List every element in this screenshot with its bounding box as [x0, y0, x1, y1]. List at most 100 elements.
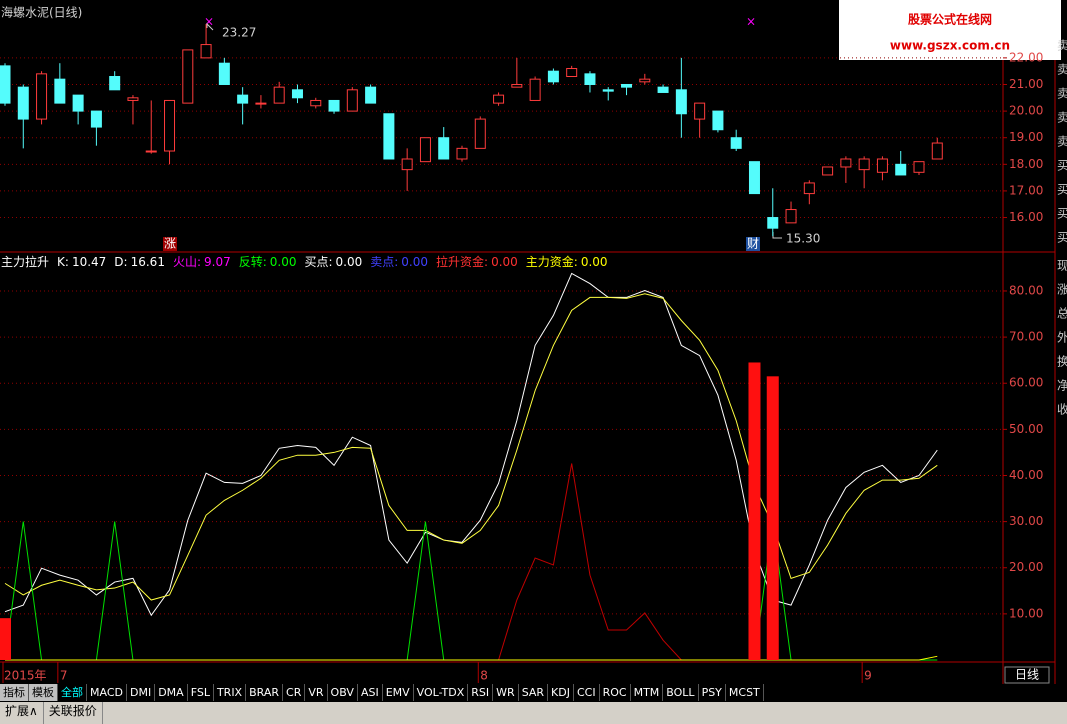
tab[interactable]: VR — [305, 684, 328, 701]
side-panel-char: 现 — [1057, 259, 1067, 273]
legend-name: 主力资金: — [526, 254, 578, 269]
tab[interactable]: DMI — [126, 684, 156, 701]
bar — [766, 376, 779, 660]
footer-button[interactable]: 关联报价 — [44, 702, 103, 724]
candle-body — [639, 78, 651, 83]
candle-body — [438, 137, 450, 160]
watermark-title: 股票公式在线网 — [908, 12, 992, 27]
candle-body — [237, 94, 249, 104]
candle-body — [36, 73, 48, 120]
legend-value: 16.61 — [131, 255, 165, 269]
y-tick-label: 10.00 — [1009, 606, 1043, 620]
legend: 主力拉升 K: 10.47 D: 16.61 火山: 9.07 反转: 0.00 买点: 0.00 卖… — [1, 254, 608, 269]
tab[interactable]: RSI — [468, 684, 494, 701]
tab[interactable]: ASI — [357, 684, 383, 701]
tab[interactable]: CR — [283, 684, 306, 701]
candle-body — [346, 89, 358, 112]
side-panel-char: 收 — [1057, 403, 1067, 417]
legend-value: 9.07 — [204, 255, 231, 269]
tab[interactable]: MACD — [87, 684, 127, 701]
candle-body — [785, 209, 797, 224]
tab[interactable]: KDJ — [548, 684, 574, 701]
candle-body — [767, 217, 779, 229]
candle-body — [876, 158, 888, 173]
candle-body — [748, 161, 760, 195]
legend-name: 买点: — [304, 255, 332, 269]
tab[interactable]: SAR — [518, 684, 549, 701]
tab[interactable]: 全部 — [58, 684, 87, 701]
badge — [163, 237, 177, 251]
side-panel-char: 卖 — [1057, 63, 1067, 77]
candle-body — [657, 86, 669, 93]
tab[interactable]: PSY — [698, 684, 726, 701]
footer-bar: 扩展∧ 关联报价 — [0, 702, 1067, 724]
tab[interactable]: CCI — [573, 684, 600, 701]
tab[interactable]: EMV — [382, 684, 414, 701]
candle-body — [0, 65, 11, 104]
candle-body — [730, 137, 742, 149]
y-tick-label: 60.00 — [1009, 376, 1043, 390]
side-panel-char: 买 — [1057, 159, 1067, 173]
footer-button[interactable]: 扩展∧ — [0, 702, 44, 724]
period-label[interactable]: 日线 — [1015, 668, 1039, 682]
legend-name: 反转: — [239, 254, 267, 269]
candle-body — [383, 113, 395, 160]
tab[interactable]: FSL — [187, 684, 214, 701]
y-tick-label: 30.00 — [1009, 514, 1043, 528]
tab[interactable]: BRAR — [246, 684, 284, 701]
candle-body — [840, 158, 852, 168]
candle-body — [218, 62, 230, 85]
tab[interactable]: TRIX — [213, 684, 247, 701]
candle-body — [493, 94, 505, 104]
side-panel-char: 换 — [1057, 355, 1067, 369]
side-panel-char: 卖 — [1057, 111, 1067, 125]
tab[interactable]: DMA — [155, 684, 188, 701]
watermark-url: www.gszx.com.cn — [890, 39, 1010, 53]
tab[interactable]: OBV — [327, 684, 358, 701]
tab[interactable]: BOLL — [663, 684, 699, 701]
line — [4, 293, 938, 601]
tab-bar: 指标 模板 全部 MACD DMI DMA FSL TRIX BRAR CR VR OBV ASI EMV… — [0, 684, 764, 701]
candle-body — [858, 158, 870, 171]
side-panel-char: 卖 — [1057, 39, 1067, 53]
line — [4, 272, 938, 617]
side-panel-char: 卖 — [1057, 135, 1067, 149]
candle-body — [822, 166, 834, 176]
candle-body — [328, 99, 340, 112]
candle-body — [164, 99, 176, 152]
tab[interactable]: 指标 — [0, 684, 29, 701]
low-annotation: 15.30 — [786, 232, 820, 246]
y-tick-label: 50.00 — [1009, 422, 1043, 436]
candle-body — [72, 94, 84, 112]
legend-name: 拉升资金: — [436, 254, 488, 269]
side-panel-char: 卖 — [1057, 87, 1067, 101]
side-panel-char: 净 — [1057, 379, 1067, 393]
candle-body — [675, 89, 687, 115]
tab[interactable]: VOL-TDX — [413, 684, 469, 701]
candle-body — [913, 161, 925, 173]
candle-body — [566, 68, 578, 78]
tab[interactable]: 模板 — [29, 684, 58, 701]
side-panel-char: 买 — [1057, 231, 1067, 245]
x-tick-label: 7 — [60, 669, 68, 683]
candle-body — [602, 89, 614, 92]
candle-body — [529, 78, 541, 101]
line — [5, 655, 938, 661]
tab[interactable]: MTM — [630, 684, 664, 701]
watermark-box — [839, 0, 1061, 60]
candle-body — [547, 70, 559, 83]
legend-name: K: — [57, 255, 69, 269]
candle-body — [931, 142, 943, 160]
tab[interactable]: ROC — [599, 684, 631, 701]
badge-text: 涨 — [164, 236, 176, 251]
period-box[interactable] — [1004, 666, 1050, 684]
candle-body — [419, 137, 431, 163]
tab[interactable]: WR — [493, 684, 519, 701]
candle-body — [200, 44, 212, 59]
x-tick-label: 2015年 — [4, 669, 47, 683]
side-panel-char: 买 — [1057, 183, 1067, 197]
candle-body — [90, 110, 102, 128]
tab[interactable]: MCST — [725, 684, 764, 701]
side-panel-char: 涨 — [1057, 282, 1067, 297]
